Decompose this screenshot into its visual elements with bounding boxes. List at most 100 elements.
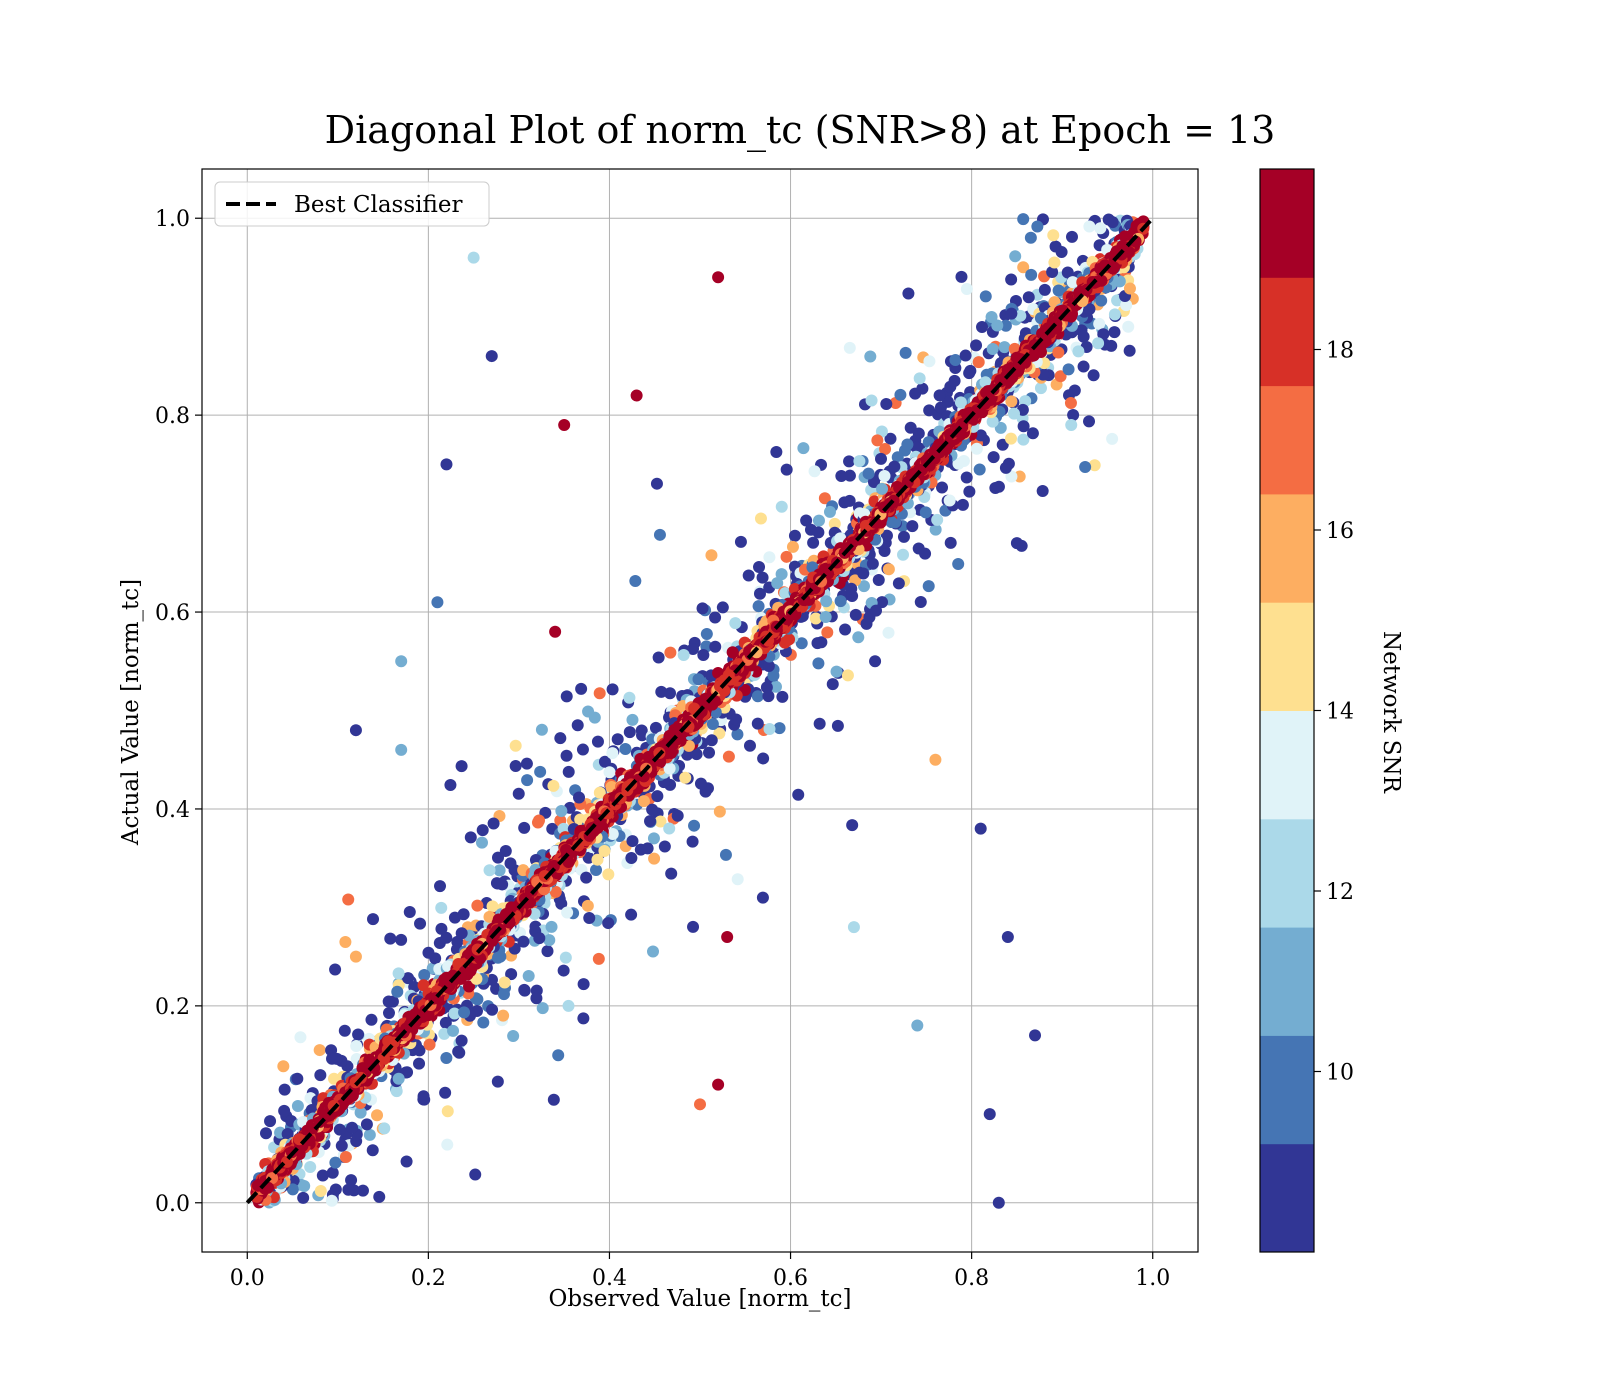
scatter-point: [625, 908, 638, 921]
scatter-point: [703, 746, 716, 759]
scatter-point: [562, 999, 575, 1012]
scatter-point: [611, 733, 624, 746]
scatter-point: [1031, 220, 1044, 233]
scatter-point: [826, 678, 839, 691]
scatter-point: [593, 687, 606, 700]
scatter-point: [880, 398, 893, 411]
scatter-point: [705, 549, 718, 562]
scatter-point: [731, 728, 744, 741]
scatter-point: [647, 945, 660, 958]
scatter-point: [342, 1183, 355, 1196]
scatter-point: [1092, 337, 1105, 350]
scatter-point: [314, 1069, 327, 1082]
scatter-point: [857, 567, 870, 580]
scatter-point: [923, 355, 936, 368]
scatter-point: [413, 1057, 426, 1070]
scatter-point: [576, 743, 589, 756]
scatter-point: [1046, 265, 1059, 278]
scatter-point: [1005, 307, 1018, 320]
scatter-point: [641, 842, 654, 855]
scatter-point: [417, 1090, 430, 1103]
scatter-point: [987, 451, 1000, 464]
scatter-point: [912, 542, 925, 555]
scatter-point: [677, 649, 690, 662]
scatter-point: [948, 374, 961, 387]
scatter-point: [400, 1155, 413, 1168]
scatter-point: [743, 739, 756, 752]
scatter-point: [648, 852, 661, 865]
scatter-point: [1034, 382, 1047, 395]
scatter-point: [1095, 294, 1108, 307]
scatter-point: [779, 587, 792, 600]
scatter-point: [360, 1118, 373, 1131]
scatter-point: [865, 394, 878, 407]
scatter-point: [655, 685, 668, 698]
scatter-point: [1052, 346, 1065, 359]
scatter-point: [834, 595, 847, 608]
scatter-point: [651, 790, 664, 803]
scatter-point: [709, 640, 722, 653]
scatter-point: [557, 964, 570, 977]
scatter-point: [959, 349, 972, 362]
scatter-point: [475, 836, 488, 849]
scatter-point: [561, 906, 574, 919]
scatter-point: [956, 498, 969, 511]
scatter-point: [841, 669, 854, 682]
scatter-point: [373, 1190, 386, 1203]
scatter-point: [1077, 330, 1090, 343]
scatter-point: [1062, 363, 1075, 376]
scatter-point: [593, 786, 606, 799]
scatter-point: [297, 1191, 310, 1204]
scatter-point: [862, 467, 875, 480]
scatter-point: [533, 932, 546, 945]
scatter-point: [281, 1127, 294, 1140]
scatter-point: [453, 1046, 466, 1059]
scatter-point: [448, 1007, 461, 1020]
scatter-point: [328, 1072, 341, 1085]
scatter-point: [1123, 282, 1136, 295]
scatter-point: [706, 717, 719, 730]
scatter-point: [767, 669, 780, 682]
scatter-point: [649, 721, 662, 734]
scatter-point: [1105, 339, 1118, 352]
scatter-point: [1054, 370, 1067, 383]
scatter-point: [458, 1006, 471, 1019]
scatter-point: [960, 471, 973, 484]
scatter-point: [734, 535, 747, 548]
scatter-point: [800, 514, 813, 527]
scatter-point: [970, 339, 983, 352]
scatter-point: [326, 1052, 339, 1065]
scatter-point: [464, 831, 477, 844]
scatter-point: [1072, 345, 1085, 358]
scatter-point: [259, 1127, 272, 1140]
scatter-point: [581, 899, 594, 912]
scatter-point: [875, 425, 888, 438]
scatter-point: [535, 723, 548, 736]
scatter-point: [1123, 344, 1136, 357]
scatter-point: [547, 1093, 560, 1106]
scatter-point: [788, 529, 801, 542]
scatter-point: [985, 311, 998, 324]
scatter-point: [1061, 266, 1074, 279]
scatter-point: [831, 719, 844, 732]
scatter-point: [423, 1038, 436, 1051]
scatter-point: [986, 343, 999, 356]
scatter-point: [1083, 303, 1096, 316]
scatter-point: [509, 739, 522, 752]
scatter-point: [602, 917, 615, 930]
scatter-point: [493, 864, 506, 877]
scatter-point: [384, 932, 397, 945]
scatter-point: [960, 282, 973, 295]
scatter-point: [333, 1123, 346, 1136]
scatter-point: [934, 401, 947, 414]
scatter-point: [1108, 326, 1121, 339]
scatter-point: [663, 762, 676, 775]
scatter-point: [756, 571, 769, 584]
scatter-point: [1106, 216, 1119, 229]
scatter-point: [808, 465, 821, 478]
scatter-point: [792, 788, 805, 801]
scatter-point: [1088, 459, 1101, 472]
scatter-point: [491, 1075, 504, 1088]
scatter-point: [541, 945, 554, 958]
scatter-point: [441, 1105, 454, 1118]
